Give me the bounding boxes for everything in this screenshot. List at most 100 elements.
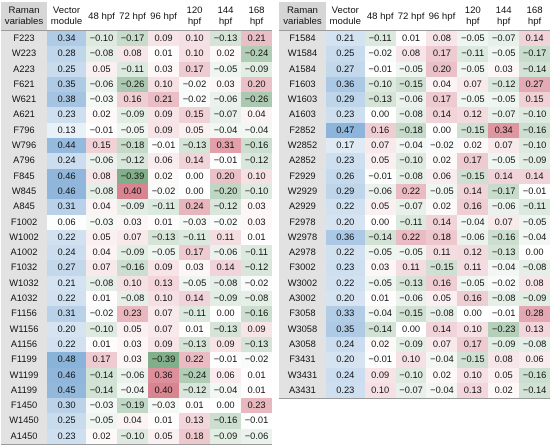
loading-cell: 0.22 (395, 229, 427, 246)
loading-cell: 0.00 (432, 124, 451, 135)
loading-cell: 0.08 (395, 46, 427, 62)
loading-cell: 0.17 (457, 153, 489, 169)
loading-cell: −0.05 (395, 61, 427, 77)
vector-module-cell: 0.23 (325, 260, 365, 276)
loading-cell: −0.04 (426, 352, 458, 368)
vector-module-cell: 0.25 (325, 46, 365, 62)
vector-module-cell: 0.36 (325, 76, 365, 93)
loading-cell: −0.02 (210, 215, 241, 230)
loading-cell: 0.40 (117, 183, 148, 200)
loading-cell: −0.05 (457, 92, 489, 108)
loading-cell: 0.06 (148, 153, 179, 169)
loading-cell: −0.13 (179, 336, 210, 353)
loading-cell: −0.02 (488, 276, 519, 291)
table-row: F621 0.35 −0.06 −0.26 0.10 −0.02 0.03 0.20 (1, 76, 272, 93)
vector-module-cell: 0.31 (47, 199, 86, 215)
vector-module-cell: 0.20 (325, 352, 365, 368)
table-row: F3002 0.23 0.03 0.11 −0.15 0.11 −0.04 −0.08 (279, 260, 550, 276)
loading-cell: 0.02 (210, 46, 241, 61)
raman-variable-cell: A1156 (1, 336, 47, 353)
header-72-hpf: 72 hpf (395, 2, 427, 31)
loading-cell: −0.11 (395, 214, 427, 230)
table-row: W2852 0.17 0.07 −0.04 −0.02 0.02 0.07 −0.10 (279, 138, 550, 154)
vector-module-cell: 0.24 (47, 153, 86, 169)
loading-cell: −0.14 (364, 229, 396, 246)
loading-cell: −0.10 (519, 107, 550, 123)
vector-module-cell: 0.20 (325, 291, 365, 307)
loading-cell: −0.05 (488, 92, 520, 108)
loading-cell: −0.02 (241, 276, 272, 291)
loading-cell: −0.13 (210, 30, 241, 47)
loading-cell: −0.02 (179, 92, 210, 107)
raman-variable-cell: F3431 (279, 352, 326, 368)
loading-cell: −0.11 (117, 61, 148, 77)
table-row: W1584 0.25 −0.02 0.08 0.17 −0.11 −0.05 −0.17 (279, 46, 550, 62)
loading-cell: −0.10 (364, 76, 396, 93)
loading-cell: 0.09 (148, 260, 179, 276)
loading-cell: 0.01 (154, 216, 173, 227)
loading-cell: −0.17 (117, 30, 148, 47)
loading-cell: −0.11 (148, 199, 179, 215)
loading-cell: −0.03 (86, 398, 117, 414)
header-120-hpf: 120 hpf (457, 2, 489, 31)
loading-cell: −0.06 (86, 76, 117, 93)
loading-cell: −0.13 (179, 138, 210, 154)
raman-variable-cell: W1002 (1, 229, 47, 246)
loading-cell: −0.16 (519, 122, 550, 139)
loading-cell: 0.21 (241, 30, 272, 47)
vector-module-cell: 0.22 (47, 291, 86, 307)
table-row: W1603 0.29 −0.13 −0.06 0.17 −0.05 −0.05 0.15 (279, 92, 550, 108)
loading-cell: 0.07 (148, 306, 179, 322)
loading-cell: −0.04 (117, 382, 148, 399)
raman-variable-cell: F1032 (1, 260, 47, 276)
table-row: A621 0.23 0.02 −0.09 0.09 0.15 −0.07 0.04 (1, 107, 272, 123)
loading-cell: −0.08 (117, 291, 148, 307)
loading-cell: −0.04 (364, 306, 396, 322)
loading-cell: −0.10 (86, 321, 117, 337)
raman-variable-cell: F3002 (279, 260, 326, 276)
loading-cell: −0.10 (519, 138, 550, 154)
loading-cell: −0.10 (86, 30, 117, 47)
vector-module-cell: 0.06 (57, 216, 76, 227)
table-row: W2929 0.29 −0.06 0.22 −0.05 0.14 −0.17 −0.01 (279, 183, 550, 200)
table-row: A2852 0.23 0.05 −0.10 0.02 0.17 −0.05 −0.09 (279, 153, 550, 169)
loading-cell: 0.04 (86, 245, 117, 261)
header-120-hpf: 120 hpf (179, 2, 210, 31)
loading-cell: −0.02 (365, 46, 396, 61)
left-loadings-table: Raman variables Vector module 48 hpf 72 … (1, 2, 272, 445)
loading-cell: 0.02 (86, 107, 117, 122)
loading-cell: −0.12 (210, 199, 241, 215)
loading-cell: −0.14 (86, 382, 117, 399)
loading-cell: −0.05 (457, 30, 489, 47)
raman-variable-cell: A845 (1, 199, 47, 215)
loading-cell: 0.14 (488, 168, 520, 184)
loading-cell: −0.16 (488, 229, 520, 246)
vector-module-cell: 0.25 (47, 413, 86, 429)
loading-cell: −0.03 (86, 214, 117, 230)
loading-cell: 0.04 (86, 199, 117, 215)
raman-variable-cell: F3058 (279, 306, 326, 322)
loading-cell: 0.14 (210, 260, 241, 276)
loading-cell: 0.09 (210, 336, 241, 353)
loading-cell: 0.09 (364, 367, 396, 383)
loading-cell: 0.00 (185, 185, 204, 196)
loading-cell: 0.15 (179, 107, 210, 123)
loading-cell: −0.08 (86, 46, 117, 62)
vector-module-cell: 0.44 (47, 138, 86, 154)
loading-cell: −0.02 (426, 138, 457, 153)
table-row: W1450 0.25 −0.05 0.04 0.01 0.13 −0.16 −0.01 (1, 413, 272, 429)
loading-cell: −0.01 (368, 170, 392, 181)
raman-variable-cell: A2978 (279, 245, 326, 261)
loading-cell: −0.03 (148, 398, 179, 414)
raman-variable-cell: A3002 (279, 291, 326, 307)
loading-cell: 0.05 (86, 229, 117, 246)
loading-cell: 0.00 (216, 400, 235, 411)
loading-cell: −0.08 (210, 275, 241, 292)
loading-cell: −0.11 (457, 46, 489, 62)
loading-cell: −0.11 (364, 30, 396, 47)
loading-cell: 0.14 (519, 30, 550, 47)
raman-variable-cell: F1002 (1, 214, 47, 230)
loading-cell: 0.09 (148, 122, 179, 139)
raman-variable-cell: W2929 (279, 183, 326, 200)
loading-cell: 0.07 (488, 214, 520, 230)
